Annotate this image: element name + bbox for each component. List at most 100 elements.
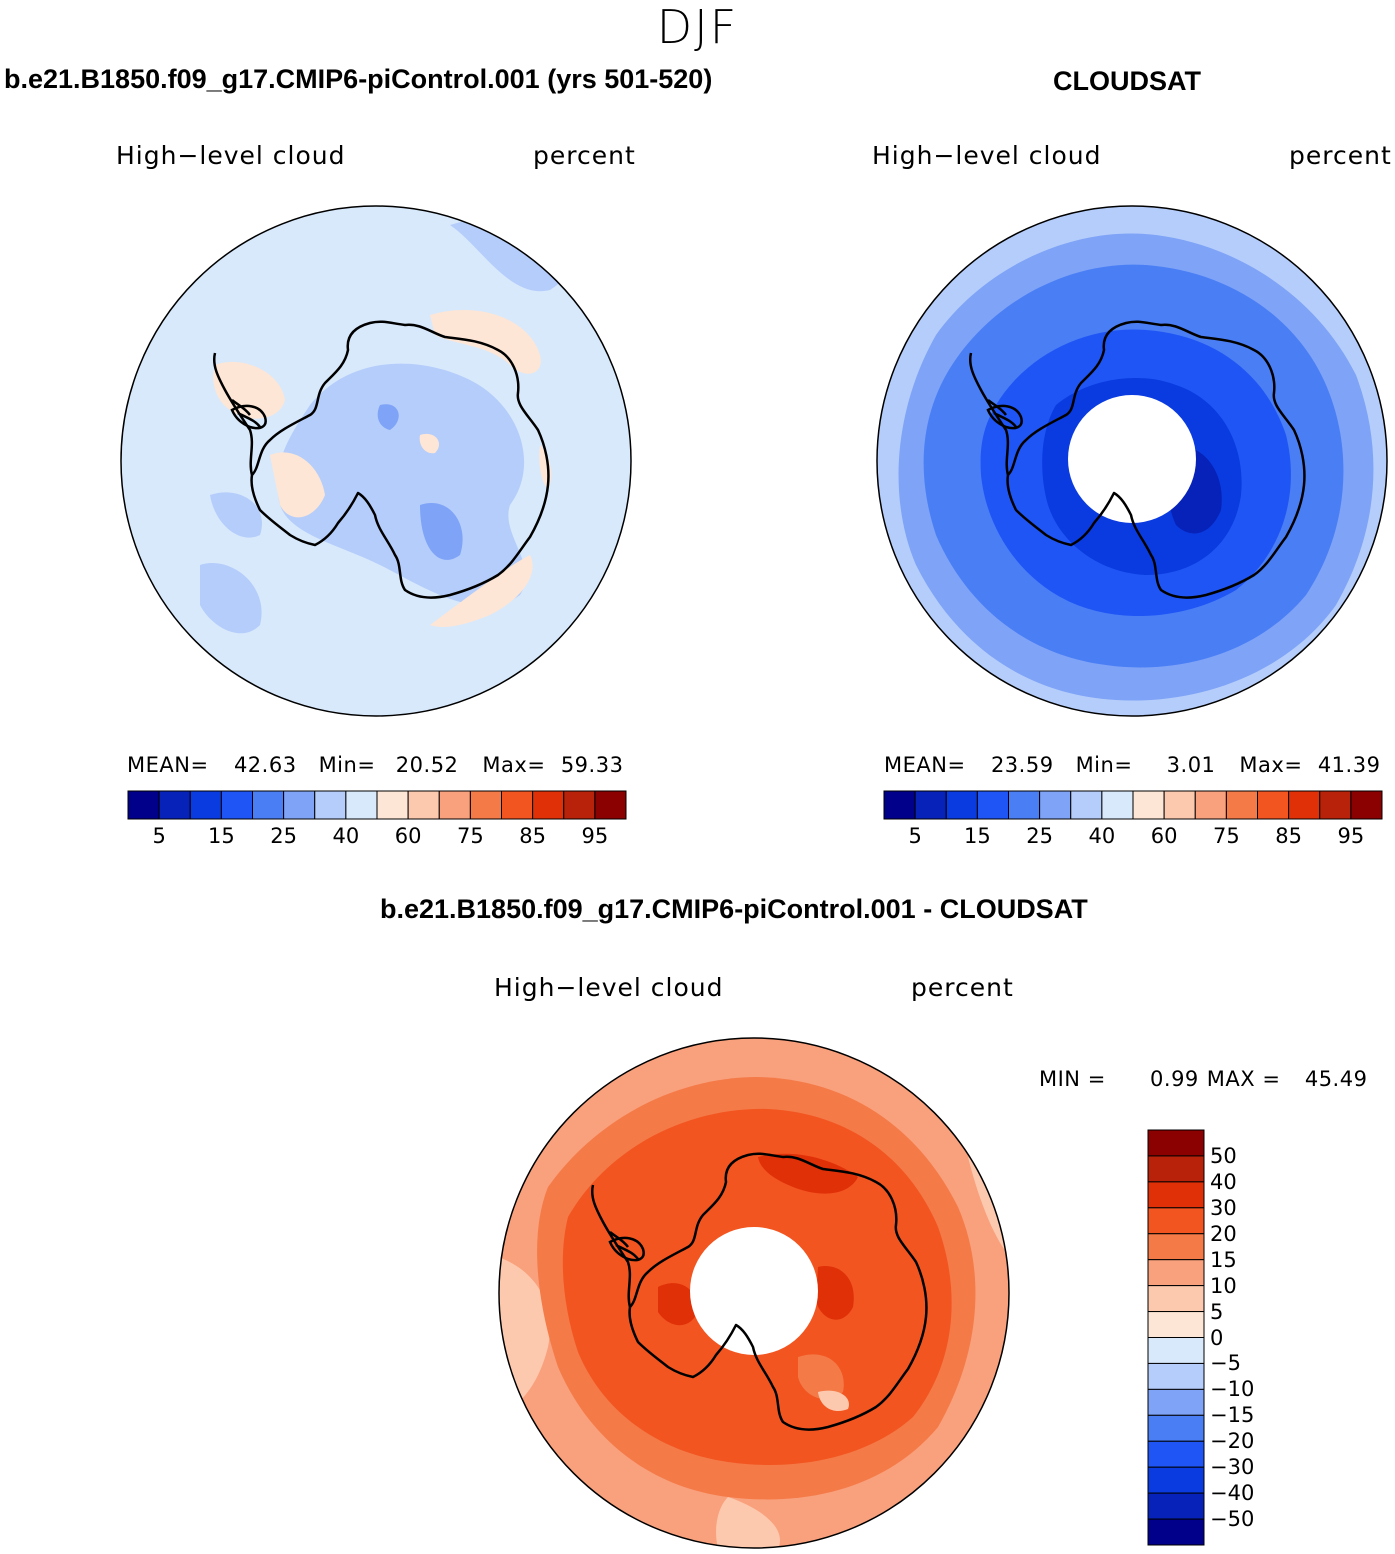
- diff-colorbar-swatch: [1147, 1285, 1205, 1313]
- model-field-low: [210, 492, 262, 538]
- model-colorbar-tick-label: 85: [519, 824, 546, 848]
- diff-colorbar: [1147, 1129, 1205, 1546]
- model-field-high: [213, 361, 285, 419]
- antarctica-coastline: [628, 1152, 928, 1431]
- model-field-lower: [377, 404, 399, 430]
- diff-colorbar-swatch: [1147, 1362, 1205, 1390]
- obs-colorbar-tick-label: 5: [908, 824, 922, 848]
- diff-min-label: MIN =: [1039, 1067, 1106, 1091]
- model-colorbar-swatch: [407, 790, 440, 820]
- obs-colorbar-swatch: [1101, 790, 1134, 820]
- season-title: DJF: [656, 0, 739, 54]
- obs-colorbar-tick-label: 15: [964, 824, 991, 848]
- obs-colorbar-tick-label: 95: [1337, 824, 1365, 848]
- obs-colorbar-swatch: [914, 790, 947, 820]
- obs-colorbar-ticks: 5 15 25 40 60 75 85 95: [883, 824, 1383, 850]
- model-colorbar-swatch: [252, 790, 285, 820]
- diff-field-core: [758, 1153, 858, 1194]
- obs-max-value: 41.39: [1317, 753, 1381, 777]
- model-colorbar-swatch: [158, 790, 191, 820]
- model-colorbar-swatch: [532, 790, 565, 820]
- diff-max-value: 45.49: [1304, 1067, 1368, 1091]
- diff-colorbar-swatch: [1147, 1181, 1205, 1209]
- obs-units-label: percent: [1289, 141, 1392, 170]
- model-field-high: [270, 452, 325, 518]
- model-field-high: [419, 433, 440, 454]
- obs-colorbar-tick-label: 75: [1213, 824, 1240, 848]
- obs-colorbar-tick-label: 25: [1026, 824, 1053, 848]
- obs-colorbar-swatch: [945, 790, 978, 820]
- obs-colorbar-swatch: [1163, 790, 1196, 820]
- diff-units-label: percent: [911, 973, 1014, 1002]
- model-field-high: [430, 555, 533, 627]
- diff-colorbar-tick-label: 15: [1210, 1247, 1237, 1272]
- obs-min-label: Min=: [1075, 753, 1133, 777]
- model-units-label: percent: [533, 141, 636, 170]
- model-field-high: [127, 325, 141, 370]
- diff-colorbar-swatch: [1147, 1311, 1205, 1338]
- diff-colorbar-swatch: [1147, 1518, 1205, 1546]
- obs-colorbar-swatch: [1288, 790, 1321, 820]
- diff-colorbar-tick-label: 10: [1210, 1273, 1237, 1298]
- weddell-ice-shelf: [230, 404, 267, 430]
- model-mean-label: MEAN=: [127, 753, 209, 777]
- model-colorbar-ticks: 5 15 25 40 60 75 85 95: [127, 824, 627, 850]
- model-panel-title: b.e21.B1850.f09_g17.CMIP6-piControl.001 …: [4, 64, 713, 94]
- model-variable-label: High−level cloud: [116, 141, 346, 170]
- model-colorbar-tick-label: 40: [332, 824, 360, 848]
- obs-colorbar-swatch: [1132, 790, 1165, 820]
- obs-colorbar-swatch: [1225, 790, 1258, 820]
- model-colorbar-tick-label: 5: [152, 824, 166, 848]
- model-colorbar-swatch: [189, 790, 222, 820]
- diff-panel-title: b.e21.B1850.f09_g17.CMIP6-piControl.001 …: [380, 894, 1088, 924]
- obs-stats: MEAN= 23.59 Min= 3.01 Max= 41.39: [884, 752, 1380, 778]
- model-min-value: 20.52: [395, 753, 459, 777]
- diff-max-label: MAX =: [1206, 1067, 1281, 1091]
- weddell-ice-shelf: [608, 1236, 645, 1262]
- model-field-low: [200, 563, 262, 634]
- diff-colorbar-tick-label: −30: [1210, 1455, 1255, 1480]
- obs-colorbar-swatch: [883, 790, 916, 820]
- antarctica-coastline: [250, 320, 550, 599]
- diff-colorbar-tick-label: −50: [1210, 1507, 1255, 1532]
- model-colorbar-swatch: [314, 790, 347, 820]
- diff-colorbar-ticks: 50 40 30 20 15 10 5 0 −5 −10 −15 −20 −30 −40 −50: [1210, 1129, 1290, 1546]
- model-stats: MEAN= 42.63 Min= 20.52 Max= 59.33: [127, 752, 623, 778]
- model-polar-map: [120, 205, 632, 717]
- obs-colorbar-swatch: [1070, 790, 1103, 820]
- model-field-high: [430, 309, 541, 374]
- model-mean-value: 42.63: [233, 753, 297, 777]
- model-colorbar: [127, 790, 627, 820]
- diff-colorbar-tick-label: 20: [1210, 1221, 1237, 1246]
- diff-colorbar-swatch: [1147, 1207, 1205, 1235]
- diff-colorbar-swatch: [1147, 1337, 1205, 1364]
- obs-colorbar-tick-label: 60: [1150, 824, 1178, 848]
- diff-polar-map: [498, 1037, 1010, 1549]
- diff-colorbar-tick-label: 0: [1210, 1325, 1224, 1350]
- diff-colorbar-swatch: [1147, 1233, 1205, 1261]
- obs-missing-data-hole: [1068, 395, 1196, 523]
- model-max-value: 59.33: [560, 753, 624, 777]
- diff-field-light-patch: [818, 1390, 849, 1412]
- diff-field-mid-patch: [798, 1354, 844, 1400]
- diff-colorbar-tick-label: −15: [1210, 1403, 1255, 1428]
- obs-panel-title: CLOUDSAT: [1053, 66, 1201, 96]
- obs-colorbar-swatch: [1194, 790, 1227, 820]
- obs-colorbar-swatch: [1319, 790, 1352, 820]
- diff-colorbar-swatch: [1147, 1388, 1205, 1416]
- model-colorbar-tick-label: 60: [394, 824, 422, 848]
- diff-colorbar-tick-label: 30: [1210, 1195, 1237, 1220]
- diff-field-core: [816, 1266, 854, 1320]
- model-colorbar-swatch: [563, 790, 596, 820]
- model-colorbar-swatch: [345, 790, 378, 820]
- model-colorbar-tick-label: 75: [457, 824, 484, 848]
- model-colorbar-swatch: [438, 790, 471, 820]
- diff-field-light: [716, 1497, 780, 1548]
- obs-variable-label: High−level cloud: [872, 141, 1102, 170]
- model-colorbar-swatch: [469, 790, 502, 820]
- model-colorbar-swatch: [220, 790, 253, 820]
- weddell-ice-shelf: [986, 404, 1023, 430]
- diff-field-light: [968, 1157, 1009, 1257]
- antarctica-coastline: [1006, 320, 1306, 599]
- model-colorbar-swatch: [127, 790, 160, 820]
